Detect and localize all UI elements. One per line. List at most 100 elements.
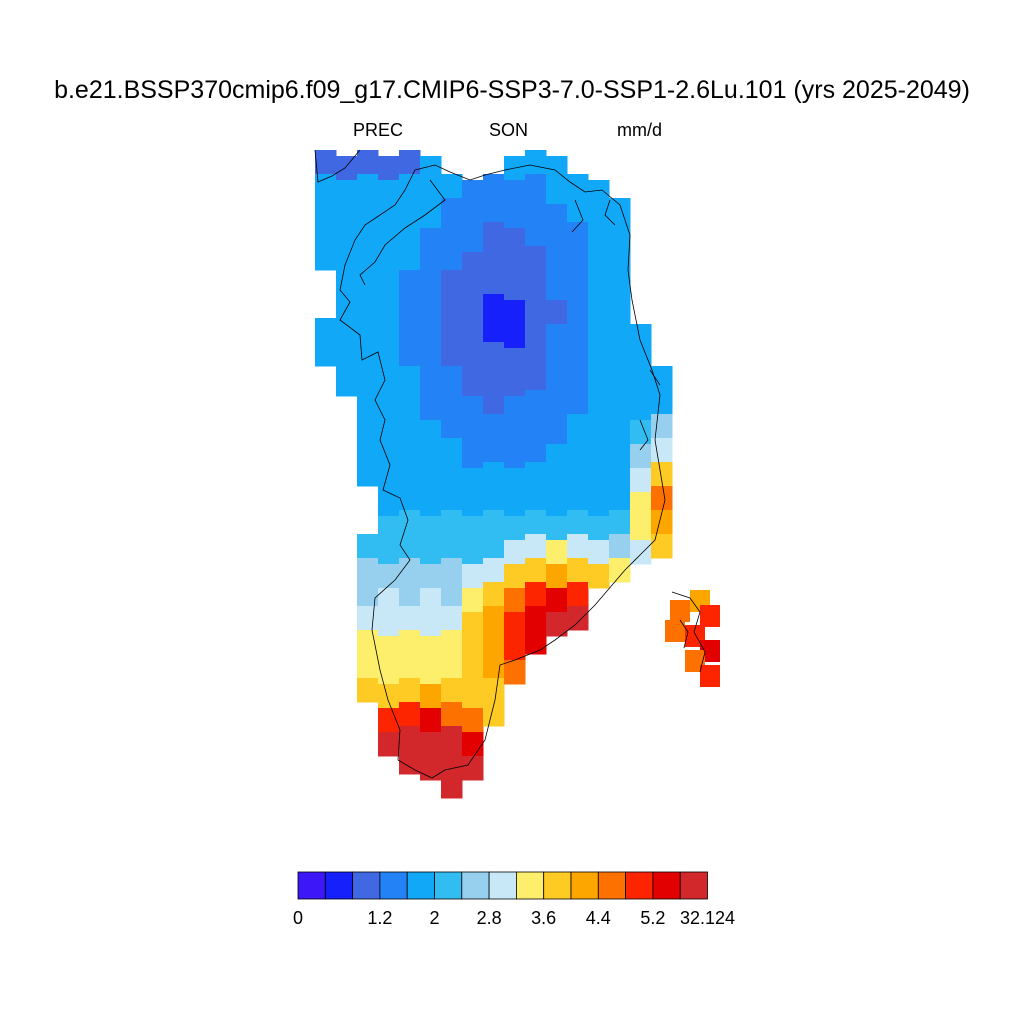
map-cell [630,468,652,493]
map-cell [378,348,400,373]
colorbar-tick-label: 0 [293,908,303,928]
map-cell [567,438,589,463]
colorbar-box [625,871,654,900]
map-cell [567,174,589,199]
map-cell [525,558,547,583]
map-cell [462,276,484,301]
map-cell [588,492,610,517]
colorbar-box [379,871,408,900]
map-cell [462,684,484,709]
map-cell [525,534,547,559]
map-cell [441,678,463,703]
map-cell [525,150,547,175]
units-label: mm/d [617,120,662,140]
map-cell [462,324,484,349]
map-cell [525,246,547,271]
map-cell [357,606,379,631]
map-cell [357,558,379,583]
map-cell [504,660,526,685]
map-cell [630,540,652,565]
map-cell [399,150,421,175]
map-cell [336,348,358,373]
map-cell [420,612,442,637]
map-cell [462,756,484,781]
map-cell [420,732,442,757]
map-cell [462,564,484,589]
map-cell [420,636,442,661]
map-cell [378,156,400,181]
map-cell [462,636,484,661]
map-cell [546,540,568,565]
map-cell [399,294,421,319]
map-cell [567,270,589,295]
map-cell [336,252,358,277]
map-cell [378,372,400,397]
map-cell [378,636,400,661]
colorbar-box [679,871,708,900]
map-cell [609,318,631,343]
map-cell [630,516,652,541]
map-cell [462,612,484,637]
map-cell [441,174,463,199]
coastline [314,149,706,779]
map-cell [357,654,379,679]
map-cell [567,510,589,535]
map-cell [378,180,400,205]
map-cell [399,366,421,391]
map-cell [588,396,610,421]
map-cell [336,180,358,205]
map-cell [504,180,526,205]
map-cell [399,726,421,751]
map-cell [420,396,442,421]
map-cell [336,156,358,181]
map-cell [399,630,421,655]
map-cell [546,252,568,277]
colorbar-box [406,871,435,900]
map-cell [441,774,463,799]
map-cell [546,396,568,421]
map-cell [399,342,421,367]
map-cell [546,444,568,469]
map-cell [315,246,337,271]
map-cell [609,510,631,535]
map-cell [441,630,463,655]
map-cell [546,348,568,373]
map-cell [357,534,379,559]
map-cell [420,540,442,565]
map-cell [525,174,547,199]
map-cell [504,468,526,493]
map-cell [567,342,589,367]
map-cell [483,270,505,295]
season-label: SON [489,120,529,140]
map-cell [651,510,673,535]
map-cell [378,252,400,277]
colorbar-tick-label: 2.8 [477,908,502,928]
map-cell [483,438,505,463]
map-cell [357,414,379,439]
map-cell [525,390,547,415]
map-cell [567,390,589,415]
map-cell [378,564,400,589]
map-cell [504,612,526,637]
map-cell [462,660,484,685]
map-cell [567,582,589,607]
map-cell [546,468,568,493]
map-cell [315,342,337,367]
map-cell [588,180,610,205]
map-cell [441,366,463,391]
map-cell [546,276,568,301]
map-cell [315,198,337,223]
map-cell [420,348,442,373]
map-cell [504,564,526,589]
map-cell [588,516,610,541]
coastline-interior [359,179,661,451]
colorbar-box [297,871,326,900]
map-cell [546,324,568,349]
map-cell [399,558,421,583]
map-cell [462,396,484,421]
map-cell [588,228,610,253]
map-cell [441,318,463,343]
map-cell [420,252,442,277]
colorbar-box [352,871,381,900]
